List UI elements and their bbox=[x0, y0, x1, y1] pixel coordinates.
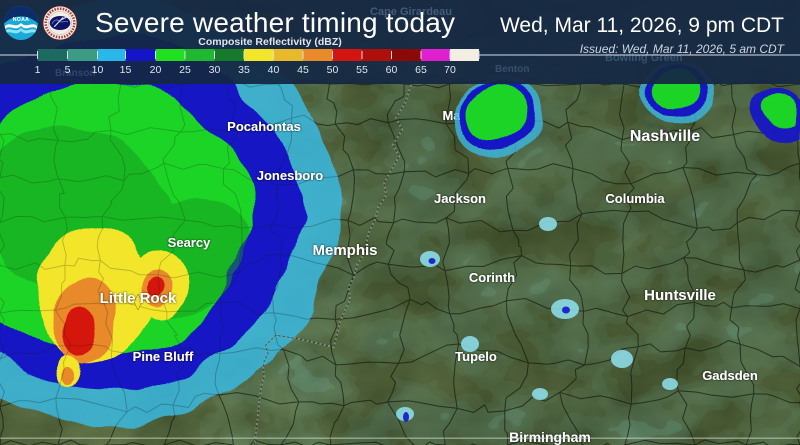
svg-text:1: 1 bbox=[35, 64, 41, 76]
svg-text:Huntsville: Huntsville bbox=[644, 287, 716, 304]
svg-text:20: 20 bbox=[150, 64, 162, 76]
svg-text:15: 15 bbox=[120, 64, 132, 76]
svg-text:Jonesboro: Jonesboro bbox=[257, 168, 324, 183]
svg-text:Nashville: Nashville bbox=[630, 128, 700, 145]
svg-text:50: 50 bbox=[327, 64, 339, 76]
svg-text:Little Rock: Little Rock bbox=[100, 290, 177, 307]
svg-text:Tupelo: Tupelo bbox=[455, 349, 497, 364]
svg-text:NOAA: NOAA bbox=[13, 17, 29, 23]
svg-text:Jackson: Jackson bbox=[434, 191, 486, 206]
svg-text:Birmingham: Birmingham bbox=[509, 429, 591, 445]
svg-text:55: 55 bbox=[356, 64, 368, 76]
svg-text:35: 35 bbox=[238, 64, 250, 76]
svg-text:40: 40 bbox=[268, 64, 280, 76]
svg-text:Gadsden: Gadsden bbox=[702, 368, 758, 383]
svg-text:60: 60 bbox=[386, 64, 398, 76]
svg-text:65: 65 bbox=[415, 64, 427, 76]
svg-text:Pine Bluff: Pine Bluff bbox=[133, 349, 194, 364]
svg-text:Pocahontas: Pocahontas bbox=[227, 119, 301, 134]
svg-text:5: 5 bbox=[65, 64, 71, 76]
svg-text:45: 45 bbox=[297, 64, 309, 76]
svg-text:70: 70 bbox=[444, 64, 456, 76]
svg-text:Searcy: Searcy bbox=[168, 235, 211, 250]
svg-text:Columbia: Columbia bbox=[605, 191, 665, 206]
svg-text:Memphis: Memphis bbox=[312, 242, 377, 259]
svg-text:25: 25 bbox=[179, 64, 191, 76]
svg-text:10: 10 bbox=[92, 64, 104, 76]
svg-text:Corinth: Corinth bbox=[469, 270, 515, 285]
svg-text:30: 30 bbox=[209, 64, 221, 76]
